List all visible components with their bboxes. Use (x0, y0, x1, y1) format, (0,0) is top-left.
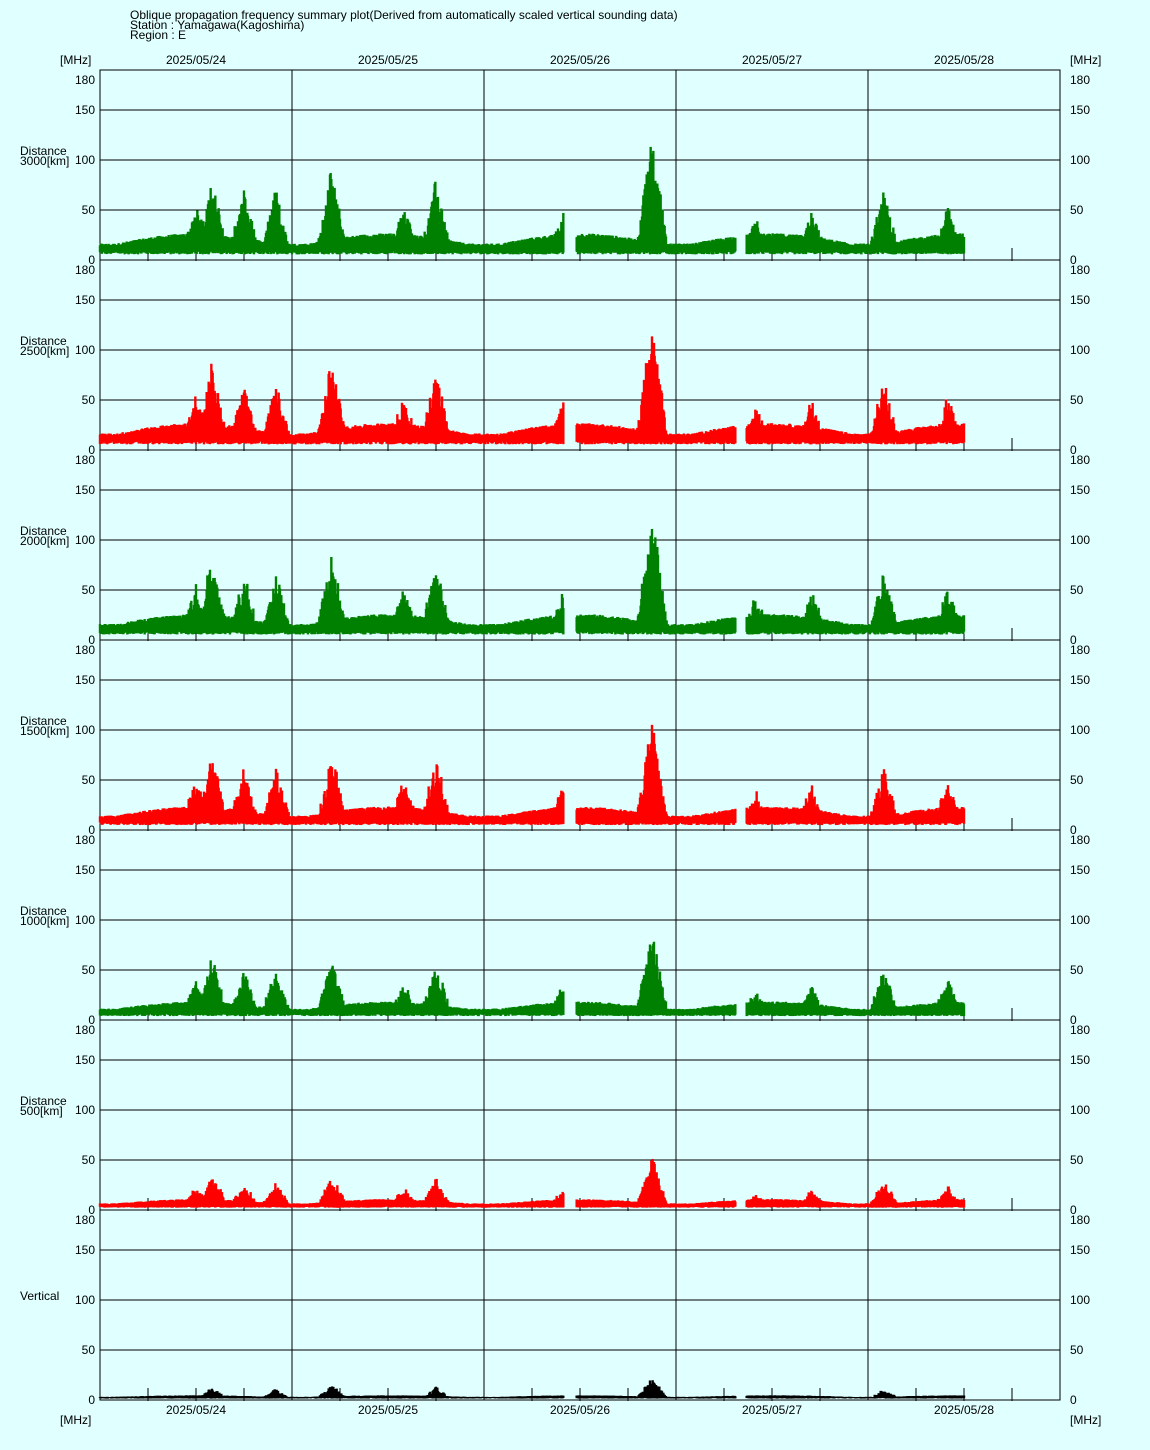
data-series (98, 724, 966, 826)
y-tick-label-right: 50 (1070, 583, 1084, 597)
x-tick-label-bottom: 2025/05/28 (934, 1403, 994, 1417)
panel-label: Distance (20, 714, 67, 728)
x-tick-label-top: 2025/05/24 (166, 53, 226, 67)
y-tick-label-left: 0 (88, 633, 95, 647)
y-tick-label-left: 150 (75, 483, 95, 497)
x-tick-label-top: 2025/05/28 (934, 53, 994, 67)
panel-distance-label: 2000[km] (20, 534, 69, 548)
y-tick-label-left: 100 (75, 343, 95, 357)
panel-label: Distance (20, 524, 67, 538)
y-tick-label-right: 50 (1070, 393, 1084, 407)
y-tick-label-right: 0 (1070, 443, 1077, 457)
y-tick-label-left: 180 (75, 263, 95, 277)
y-tick-label-right: 100 (1070, 343, 1090, 357)
panel-label: Distance (20, 334, 67, 348)
chart-header: Oblique propagation frequency summary pl… (130, 8, 678, 42)
y-tick-label-left: 50 (82, 773, 96, 787)
y-tick-label-left: 150 (75, 673, 95, 687)
y-tick-label-right: 50 (1070, 203, 1084, 217)
panel-distance-label: 3000[km] (20, 154, 69, 168)
chart-title: Oblique propagation frequency summary pl… (130, 8, 678, 22)
y-tick-label-left: 180 (75, 643, 95, 657)
y-tick-label-right: 180 (1070, 643, 1090, 657)
y-tick-label-right: 150 (1070, 673, 1090, 687)
station-label: Station : Yamagawa(Kagoshima) (130, 18, 305, 32)
y-tick-label-right: 100 (1070, 723, 1090, 737)
panel-distance-label: 2500[km] (20, 344, 69, 358)
y-tick-label-left: 100 (75, 533, 95, 547)
y-tick-label-right: 150 (1070, 483, 1090, 497)
y-tick-label-left: 150 (75, 293, 95, 307)
unit-label-bottom-left: [MHz] (60, 1413, 91, 1427)
y-tick-label-right: 50 (1070, 773, 1084, 787)
panel-distance-label: 1500[km] (20, 724, 69, 738)
y-tick-label-left: 100 (75, 153, 95, 167)
x-tick-label-bottom: 2025/05/26 (550, 1403, 610, 1417)
y-tick-label-left: 0 (88, 253, 95, 267)
x-tick-label-bottom: 2025/05/24 (166, 1403, 226, 1417)
y-tick-label-left: 180 (75, 453, 95, 467)
x-tick-label-top: 2025/05/27 (742, 53, 802, 67)
y-tick-label-right: 100 (1070, 533, 1090, 547)
data-series (98, 336, 966, 445)
y-tick-label-right: 180 (1070, 73, 1090, 87)
y-tick-label-right: 150 (1070, 293, 1090, 307)
unit-label-bottom-right: [MHz] (1070, 1413, 1101, 1427)
data-series (98, 529, 966, 635)
unit-label-top-right: [MHz] (1070, 53, 1101, 67)
region-label: Region : E (130, 28, 187, 42)
y-tick-label-right: 0 (1070, 823, 1077, 837)
panel-label: Distance (20, 144, 67, 158)
y-tick-label-left: 180 (75, 73, 95, 87)
y-tick-label-left: 0 (88, 443, 95, 457)
unit-label-top-left: [MHz] (60, 53, 91, 67)
y-tick-label-right: 100 (1070, 153, 1090, 167)
y-tick-label-right: 180 (1070, 263, 1090, 277)
x-tick-label-top: 2025/05/25 (358, 53, 418, 67)
x-tick-label-bottom: 2025/05/27 (742, 1403, 802, 1417)
y-tick-label-right: 0 (1070, 253, 1077, 267)
x-tick-label-bottom: 2025/05/25 (358, 1403, 418, 1417)
y-tick-label-right: 180 (1070, 453, 1090, 467)
y-tick-label-left: 50 (82, 583, 96, 597)
y-tick-label-left: 0 (88, 823, 95, 837)
y-tick-label-left: 100 (75, 723, 95, 737)
x-tick-label-top: 2025/05/26 (550, 53, 610, 67)
y-tick-label-right: 0 (1070, 633, 1077, 647)
y-tick-label-left: 50 (82, 203, 96, 217)
y-tick-label-right: 150 (1070, 103, 1090, 117)
y-tick-label-left: 50 (82, 393, 96, 407)
data-series (98, 146, 966, 255)
y-tick-label-left: 150 (75, 103, 95, 117)
